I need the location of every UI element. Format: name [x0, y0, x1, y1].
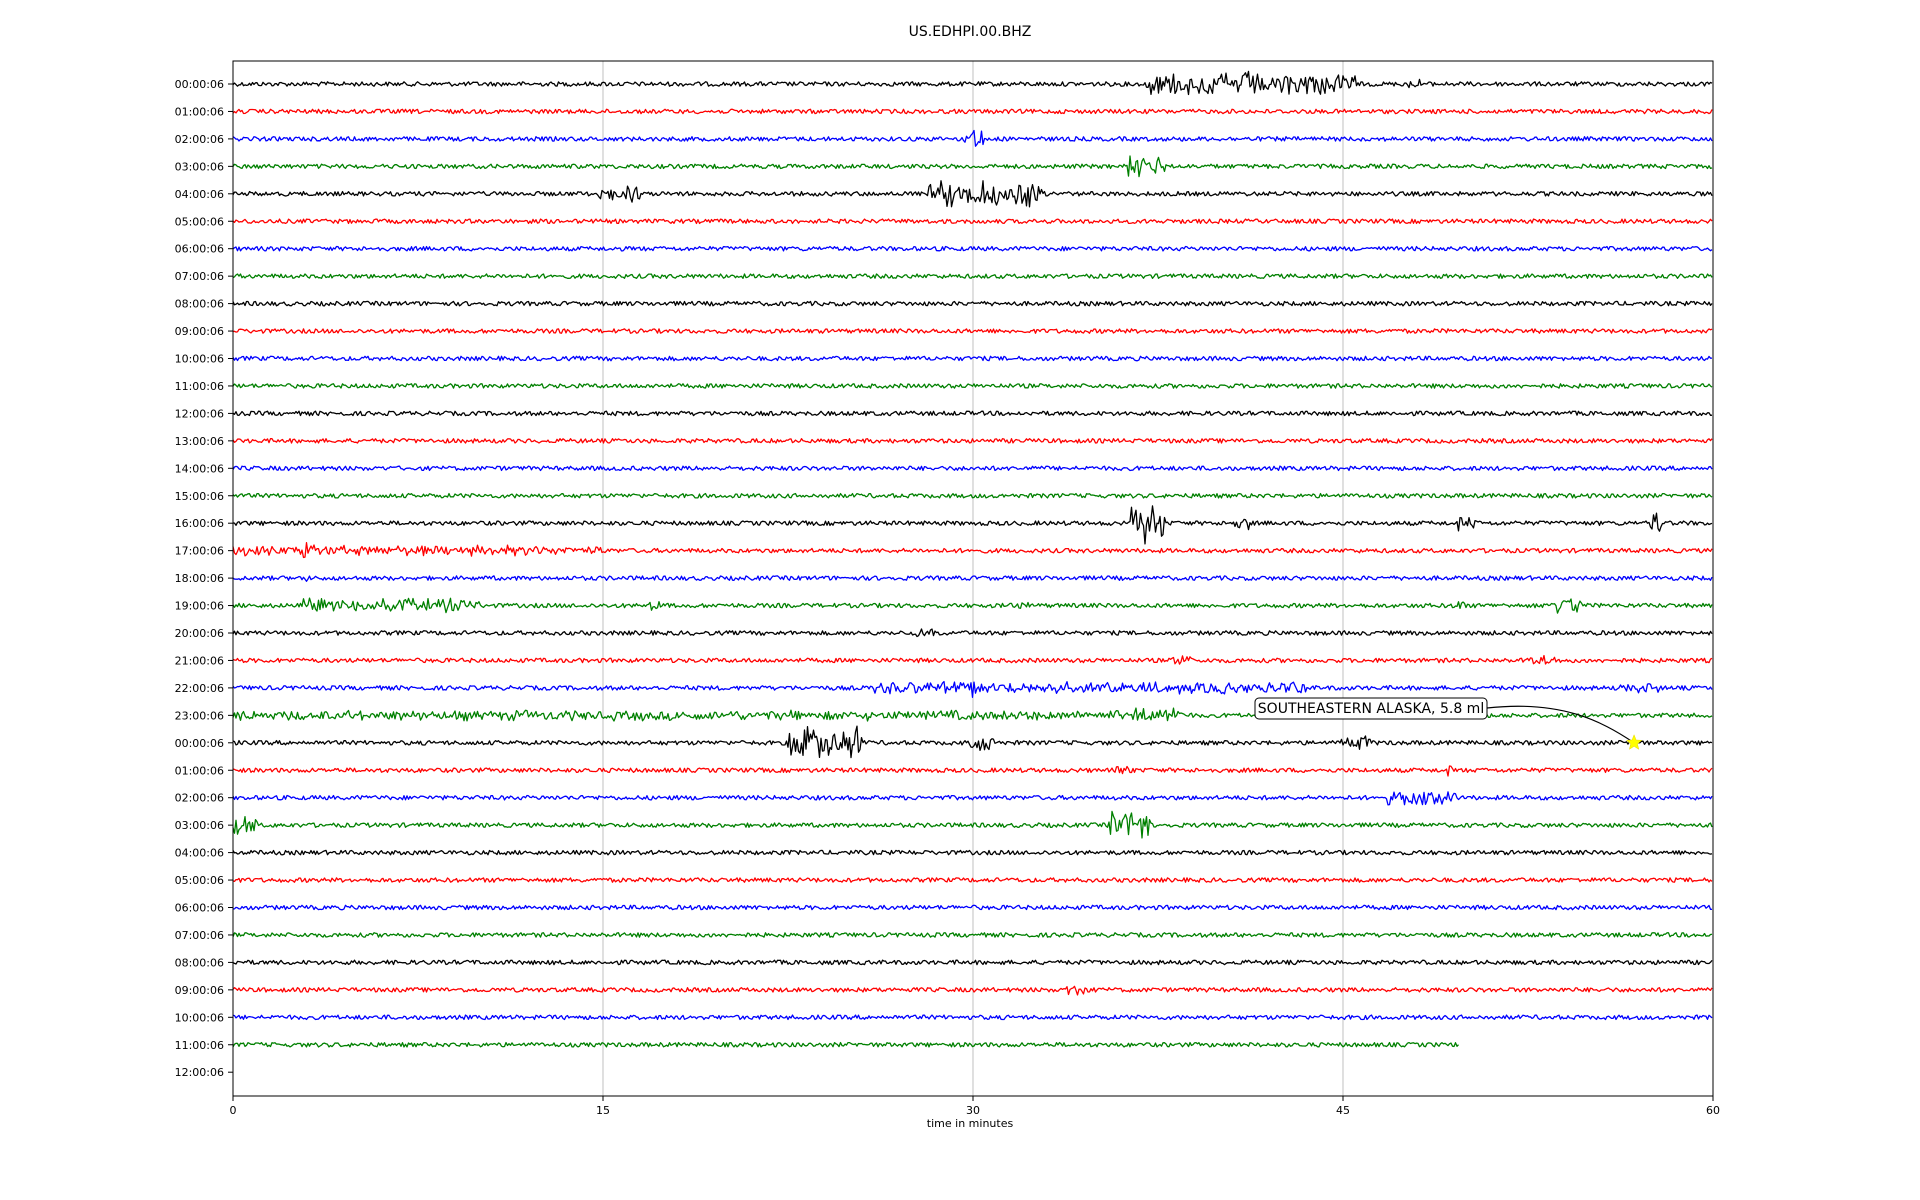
- trace-group: [232, 70, 1713, 1048]
- seismic-trace: [232, 300, 1713, 307]
- row-label: 17:00:06: [175, 545, 224, 558]
- x-tick-label: 0: [230, 1104, 237, 1117]
- seismic-trace: [232, 465, 1713, 472]
- seismic-trace: [232, 765, 1713, 777]
- seismic-trace: [232, 245, 1713, 252]
- seismic-trace: [232, 959, 1713, 966]
- row-label: 03:00:06: [175, 160, 224, 173]
- seismic-trace: [232, 904, 1713, 911]
- seismic-trace: [232, 597, 1713, 614]
- seismic-trace: [232, 810, 1713, 839]
- row-label: 04:00:06: [175, 847, 224, 860]
- seismic-trace: [232, 628, 1713, 638]
- row-label: 11:00:06: [175, 1039, 224, 1052]
- seismic-trace: [232, 725, 1713, 759]
- row-label: 21:00:06: [175, 654, 224, 667]
- seismic-trace: [232, 180, 1713, 208]
- row-label: 14:00:06: [175, 462, 224, 475]
- row-label: 01:00:06: [175, 105, 224, 118]
- grid-lines: [602, 61, 1344, 1096]
- row-label: 06:00:06: [175, 902, 224, 915]
- seismic-trace: [232, 328, 1713, 334]
- event-annotation: SOUTHEASTERN ALASKA, 5.8 ml: [1254, 697, 1643, 750]
- seismic-trace: [232, 985, 1713, 996]
- seismic-trace: [232, 218, 1713, 225]
- row-label: 07:00:06: [175, 270, 224, 283]
- seismic-trace: [232, 849, 1713, 856]
- seismic-trace: [232, 791, 1713, 806]
- seismic-trace: [232, 108, 1713, 115]
- row-label: 11:00:06: [175, 380, 224, 393]
- seismic-trace: [232, 438, 1713, 444]
- row-label: 08:00:06: [175, 956, 224, 969]
- x-axis-ticks: 0 15 30 45 60: [230, 1096, 1720, 1117]
- row-label: 12:00:06: [175, 407, 224, 420]
- seismic-trace: [232, 932, 1713, 938]
- seismic-trace: [232, 355, 1713, 362]
- seismic-trace: [232, 1014, 1713, 1021]
- seismic-trace: [232, 70, 1713, 96]
- x-tick-label: 45: [1336, 1104, 1350, 1117]
- row-label: 03:00:06: [175, 819, 224, 832]
- row-label: 05:00:06: [175, 874, 224, 887]
- seismic-trace: [232, 654, 1713, 665]
- annotation-arrow: [1486, 705, 1635, 744]
- seismic-trace: [232, 410, 1713, 417]
- seismic-trace: [232, 155, 1713, 178]
- row-label: 06:00:06: [175, 243, 224, 256]
- row-label: 07:00:06: [175, 929, 224, 942]
- row-label: 16:00:06: [175, 517, 224, 530]
- seismic-trace: [232, 707, 1713, 722]
- row-label: 04:00:06: [175, 188, 224, 201]
- seismic-trace: [232, 575, 1713, 582]
- row-label: 09:00:06: [175, 325, 224, 338]
- x-tick-label: 30: [966, 1104, 980, 1117]
- row-label: 02:00:06: [175, 792, 224, 805]
- row-label: 15:00:06: [175, 490, 224, 503]
- seismic-trace: [232, 505, 1713, 545]
- row-label: 20:00:06: [175, 627, 224, 640]
- seismic-trace: [232, 273, 1713, 279]
- seismic-trace: [232, 877, 1713, 883]
- row-label: 10:00:06: [175, 1011, 224, 1024]
- annotation-label: SOUTHEASTERN ALASKA, 5.8 ml: [1258, 701, 1484, 717]
- x-tick-label: 60: [1706, 1104, 1720, 1117]
- seismic-trace: [232, 542, 1713, 559]
- row-label: 19:00:06: [175, 600, 224, 613]
- row-label: 13:00:06: [175, 435, 224, 448]
- annotation-box: [1254, 697, 1488, 720]
- row-label: 22:00:06: [175, 682, 224, 695]
- row-label: 09:00:06: [175, 984, 224, 997]
- event-star-marker: [1625, 734, 1643, 750]
- x-tick-label: 15: [596, 1104, 610, 1117]
- seismic-trace: [232, 1041, 1459, 1048]
- row-label: 10:00:06: [175, 353, 224, 366]
- row-labels: 00:00:06 01:00:06 02:00:06 03:00:06 04:00:06…: [175, 78, 233, 1079]
- row-label: 00:00:06: [175, 78, 224, 91]
- seismic-trace: [232, 383, 1713, 389]
- row-label: 23:00:06: [175, 709, 224, 722]
- row-label: 00:00:06: [175, 737, 224, 750]
- chart-title: US.EDHPI.00.BHZ: [909, 24, 1032, 40]
- row-label: 18:00:06: [175, 572, 224, 585]
- row-label: 08:00:06: [175, 298, 224, 311]
- seismic-trace: [232, 129, 1713, 147]
- x-axis-label: time in minutes: [927, 1117, 1014, 1130]
- row-label: 01:00:06: [175, 764, 224, 777]
- row-label: 12:00:06: [175, 1066, 224, 1079]
- seismic-trace: [232, 492, 1713, 499]
- row-label: 05:00:06: [175, 215, 224, 228]
- row-label: 02:00:06: [175, 133, 224, 146]
- seismic-trace: [232, 680, 1713, 698]
